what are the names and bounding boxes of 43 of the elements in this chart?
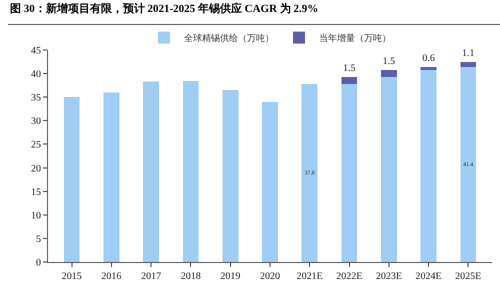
x-tick-label: 2024E [416, 271, 442, 282]
data-label: 1.1 [462, 48, 474, 59]
x-tick-label: 2023E [376, 271, 402, 282]
x-tick-label: 2021E [296, 271, 323, 282]
bar [381, 76, 397, 262]
data-label: 1.5 [382, 56, 396, 67]
data-label: 0.6 [422, 52, 435, 64]
x-tick-label: 2018 [180, 271, 201, 282]
x-tick-label: 2019 [220, 271, 240, 282]
bar [64, 97, 80, 262]
y-tick-label: 45 [31, 46, 41, 56]
y-tick-label: 40 [31, 69, 41, 80]
y-tick-label: 0 [36, 258, 41, 268]
x-tick-label: 2020 [260, 271, 280, 282]
chart-title: 图 30：新增项目有限，预计 2021-2025 年锡供应 CAGR 为 2.9% [10, 2, 318, 15]
y-tick-label: 5 [36, 234, 41, 245]
y-tick-label: 10 [31, 210, 41, 222]
bar [460, 62, 476, 67]
x-tick-label: 2017 [141, 271, 162, 282]
bar [460, 66, 476, 262]
bar [302, 84, 318, 262]
legend-label: 全球精锡供给（万吨） [184, 33, 274, 44]
bar [222, 90, 238, 262]
data-label: 1.5 [343, 62, 356, 74]
bar [381, 70, 397, 77]
x-tick-label: 2015 [62, 271, 82, 282]
bar [420, 66, 436, 70]
bar [420, 70, 436, 262]
x-tick-label: 2022E [336, 271, 362, 282]
bar [341, 84, 358, 262]
bar [341, 76, 358, 84]
bar [182, 81, 199, 262]
y-tick-label: 20 [31, 163, 41, 174]
x-tick-label: 2025E [455, 271, 482, 282]
y-tick-label: 35 [31, 92, 41, 104]
x-tick-label: 2016 [101, 271, 122, 282]
bar [104, 92, 120, 262]
legend-label: 当年增量（万吨） [319, 33, 391, 44]
bar [262, 102, 278, 262]
bar [143, 82, 159, 262]
y-tick-label: 30 [31, 116, 41, 128]
y-tick-label: 25 [31, 140, 41, 151]
y-tick-label: 15 [31, 186, 41, 198]
